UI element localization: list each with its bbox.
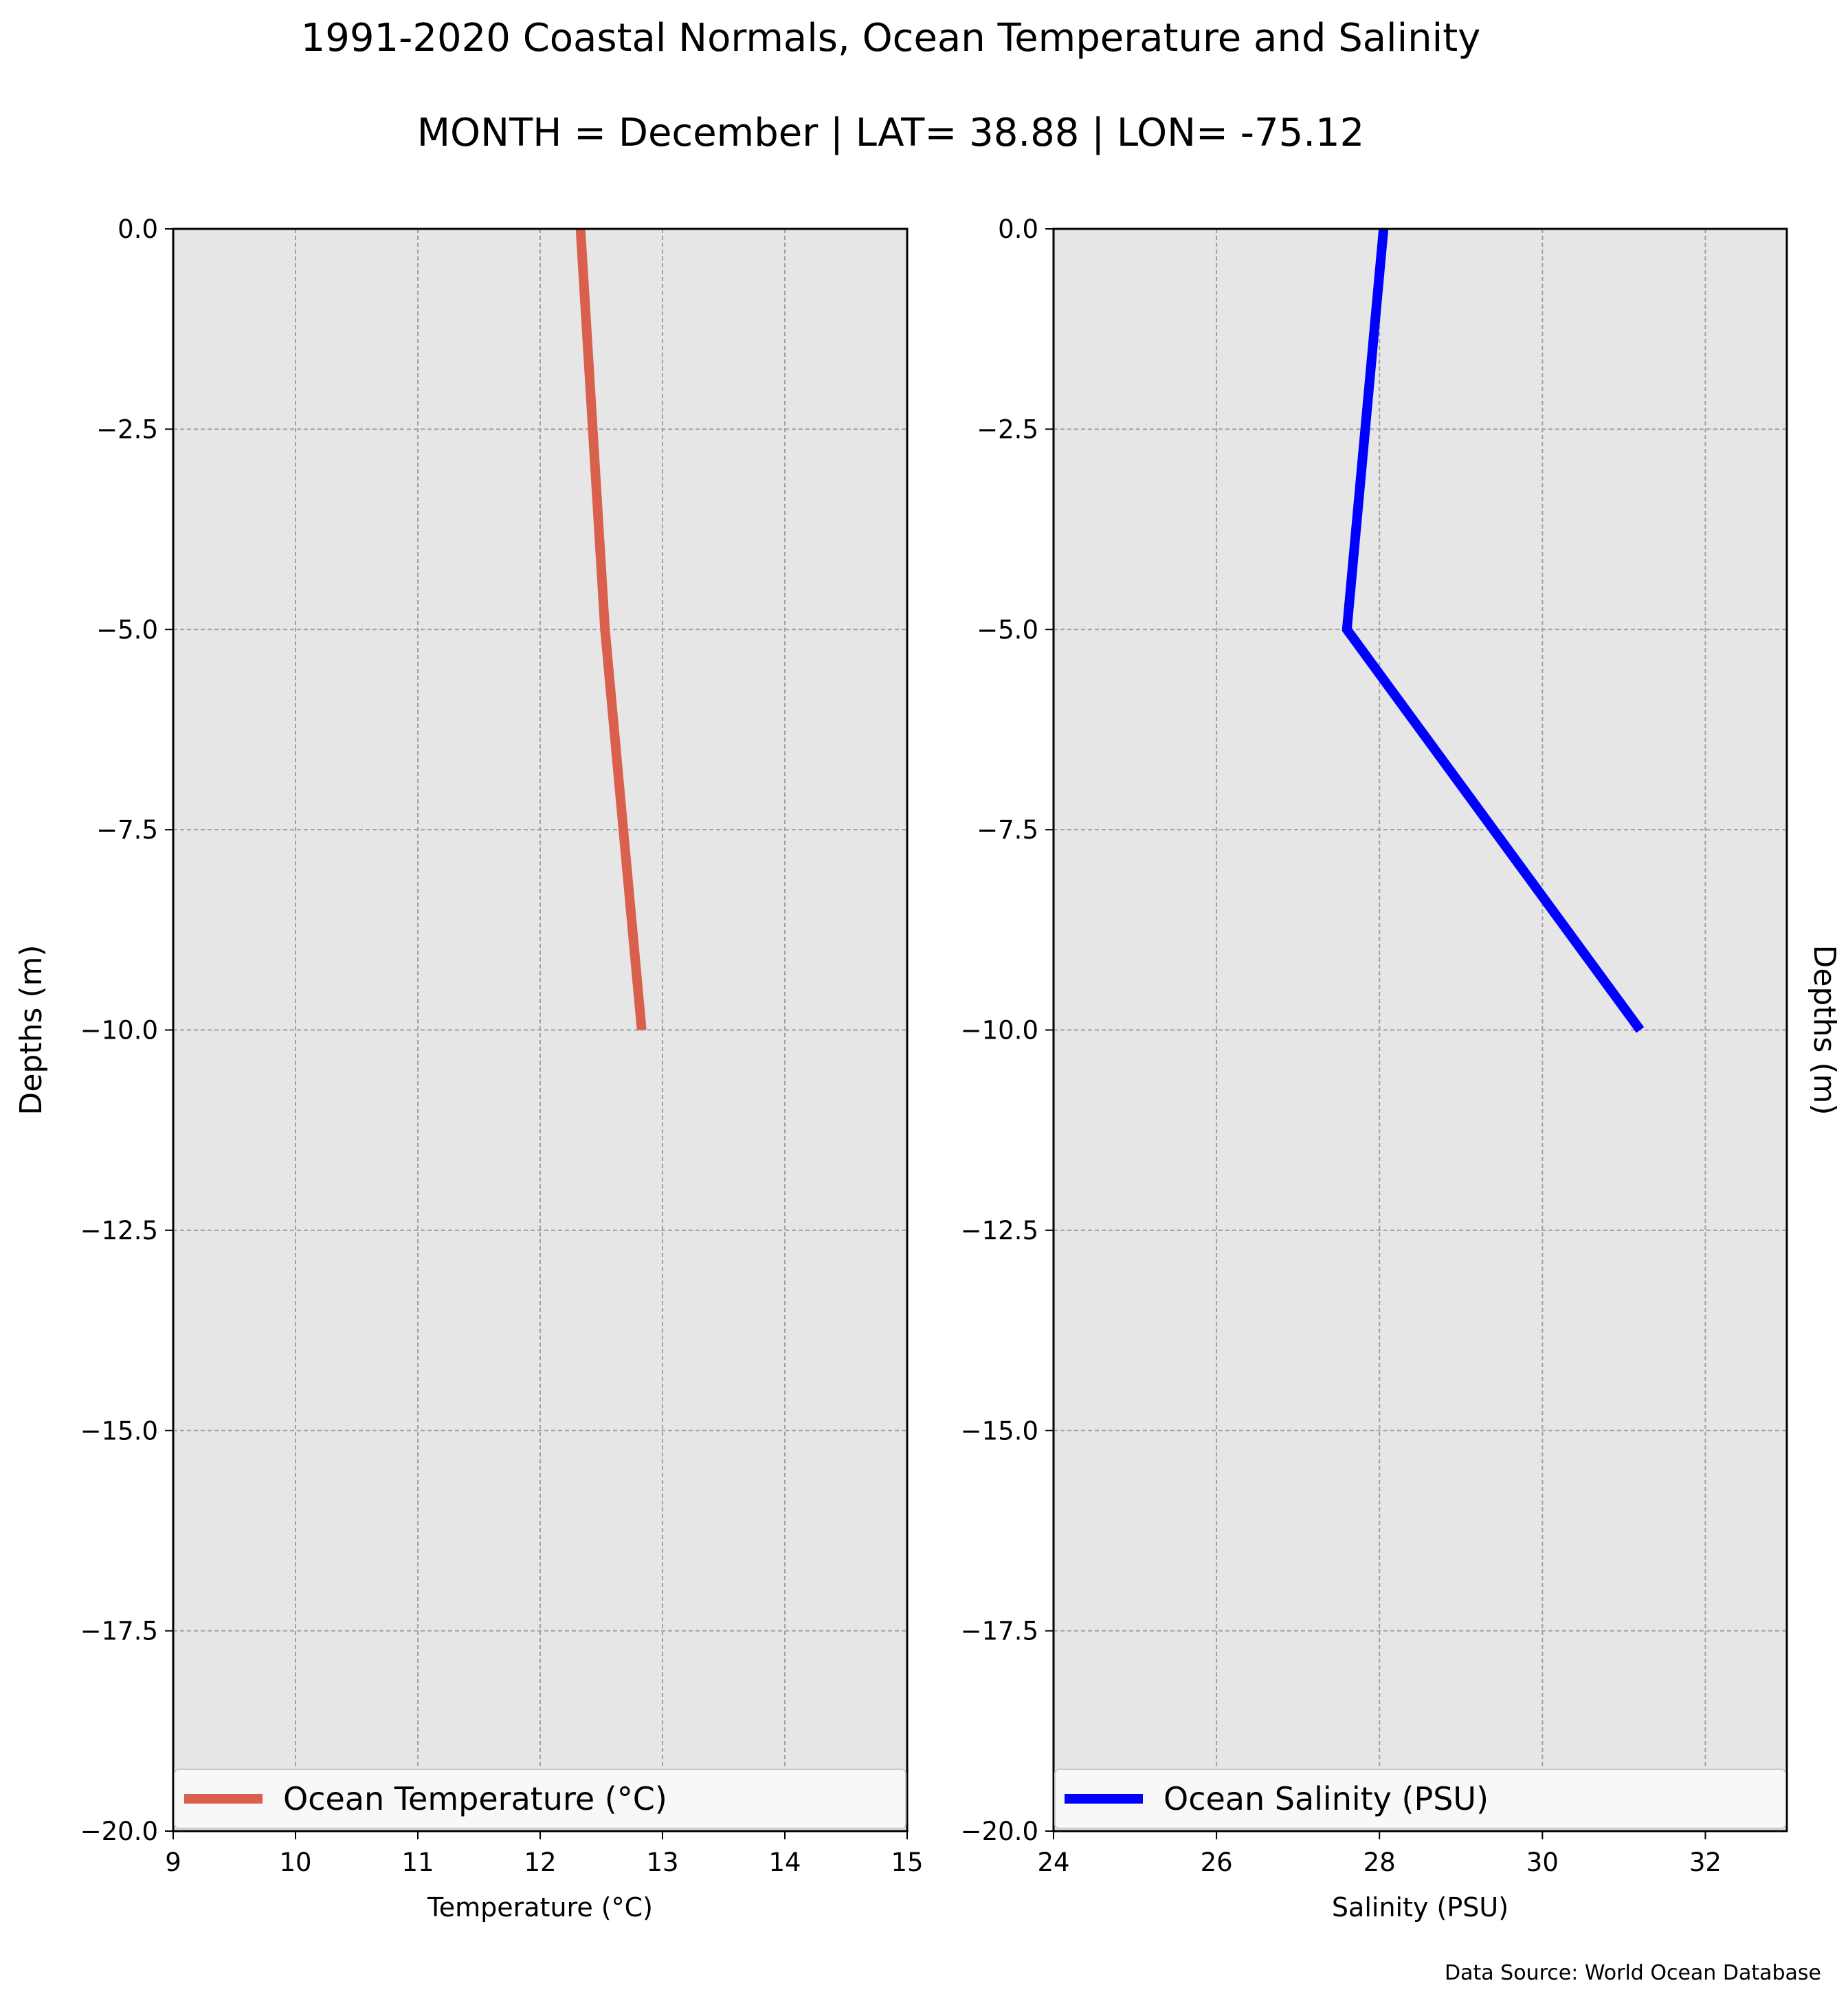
y-tick-label: −12.5	[80, 1216, 158, 1245]
series-line-salinity	[1342, 228, 1645, 1033]
y-tick-label: −17.5	[961, 1617, 1038, 1646]
legend: Ocean Salinity (PSU)	[1054, 1769, 1786, 1829]
axes-frame	[1052, 228, 1788, 1832]
x-tick-label: 9	[165, 1848, 181, 1877]
temperature-panel: 9 10 11 12 13 14 15 0.0 −2.5 −5.0 −7.5 −10.0 −12.5 −1…	[14, 214, 924, 1923]
legend-label: Ocean Temperature (°C)	[283, 1780, 667, 1817]
y-tick-label: −10.0	[961, 1016, 1038, 1045]
y-tick-label: 0.0	[118, 214, 158, 244]
chart-subtitle: MONTH = December | LAT= 38.88 | LON= -75…	[417, 111, 1365, 155]
y-tick-label: −15.0	[961, 1416, 1038, 1445]
chart-title: 1991-2020 Coastal Normals, Ocean Tempera…	[301, 16, 1481, 60]
x-tick-label: 28	[1363, 1848, 1396, 1877]
y-tick-label: −12.5	[961, 1216, 1038, 1245]
x-tick-label: 14	[768, 1848, 801, 1877]
y-tick-label: −10.0	[80, 1016, 158, 1045]
y-tick-label: −5.0	[96, 615, 158, 645]
y-tick-label: −7.5	[96, 815, 158, 845]
x-tick-label: 13	[646, 1848, 678, 1877]
legend: Ocean Temperature (°C)	[174, 1769, 906, 1829]
series-line-temperature	[575, 228, 647, 1031]
y-axis-label: Depths (m)	[1807, 944, 1842, 1115]
y-tick-label: −2.5	[977, 414, 1038, 444]
x-tick-label: 30	[1526, 1848, 1559, 1877]
data-source-note: Data Source: World Ocean Database	[1445, 1961, 1821, 1985]
y-tick-label: −2.5	[96, 414, 158, 444]
y-tick-label: −20.0	[961, 1817, 1038, 1846]
x-tick-label: 32	[1689, 1848, 1722, 1877]
legend-box	[1054, 1769, 1786, 1829]
y-axis-label: Depths (m)	[14, 944, 49, 1115]
x-tick-label: 12	[524, 1848, 556, 1877]
axes-frame	[172, 228, 909, 1832]
x-tick-label: 11	[401, 1848, 434, 1877]
y-tick-label: 0.0	[998, 214, 1038, 244]
x-tick-label: 10	[279, 1848, 311, 1877]
salinity-panel: 24 26 28 30 32 0.0 −2.5 −5.0 −7.5 −10.0 −12.5 −15.0…	[961, 214, 1842, 1923]
legend-box	[174, 1769, 906, 1829]
x-axis-label: Salinity (PSU)	[1332, 1892, 1509, 1923]
legend-label: Ocean Salinity (PSU)	[1164, 1780, 1489, 1817]
y-tick-label: −5.0	[977, 615, 1038, 645]
x-axis-label: Temperature (°C)	[427, 1892, 653, 1923]
y-tick-label: −15.0	[80, 1416, 158, 1445]
x-tick-label: 24	[1037, 1848, 1069, 1877]
y-tick-label: −20.0	[80, 1817, 158, 1846]
y-tick-label: −17.5	[80, 1617, 158, 1646]
x-tick-label: 15	[891, 1848, 923, 1877]
y-tick-label: −7.5	[977, 815, 1038, 845]
x-tick-label: 26	[1201, 1848, 1233, 1877]
